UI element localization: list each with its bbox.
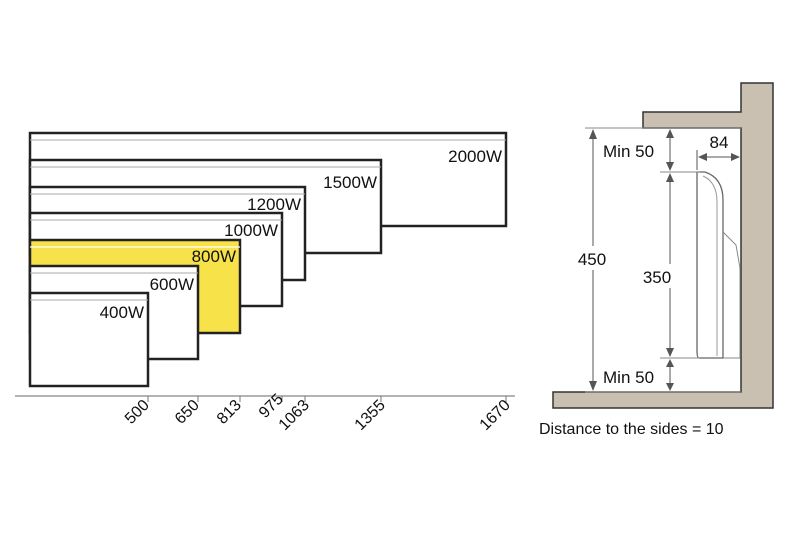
heater-400w: 400W [28,291,150,388]
min-top-label: Min 50 [603,142,654,161]
arrow-down-icon [666,383,674,391]
arrow-right-icon [731,153,740,161]
heater-inner-line [702,175,718,356]
wall-and-floor [552,82,774,409]
extension-lines [585,127,741,393]
arrow-up-icon [666,173,674,182]
heater-400w-label: 400W [100,303,144,322]
arrow-left-icon [698,153,707,161]
dimension-450-label-bg [578,246,606,270]
min-bottom-label: Min 50 [603,368,654,387]
arrow-down-icon [666,162,674,171]
heater-1200w-label: 1200W [247,195,301,214]
dimension-84-label: 84 [710,133,729,152]
arrow-up-icon [666,359,674,367]
arrow-up-icon [589,129,597,139]
arrow-down-icon [589,381,597,391]
heater-600w-label: 600W [150,275,194,294]
heater-body-profile [696,171,724,359]
dimension-min-bottom [666,359,674,391]
dimension-350-label-bg [641,264,673,288]
width-label-1670: 1670 [477,397,514,434]
wall-bracket-profile [722,231,741,359]
heater-400w-outline [28,291,150,388]
width-label-1355: 1355 [352,397,389,434]
heater-1000w-label: 1000W [224,221,278,240]
arrow-down-icon [666,348,674,357]
width-labels: 500 650 813 975 1063 1355 1670 [122,391,514,434]
side-distance-note: Distance to the sides = 10 [539,421,724,438]
dimension-min-top [666,129,674,171]
dimension-84 [696,150,740,170]
heater-2000w-label: 2000W [448,147,502,166]
arrow-up-icon [666,129,674,138]
dimension-450-label: 450 [578,250,606,269]
dimension-350-label: 350 [643,268,671,287]
installation-diagram: 450 Min 50 350 Min 50 84 [539,82,774,438]
heater-800w-label: 800W [192,247,236,266]
width-ticks [147,396,507,402]
heater-1500w-label: 1500W [323,173,377,192]
heater-size-comparison: 2000W 1500W 1200W 1000W 800W [15,131,515,434]
heater-side-profile [696,171,741,359]
